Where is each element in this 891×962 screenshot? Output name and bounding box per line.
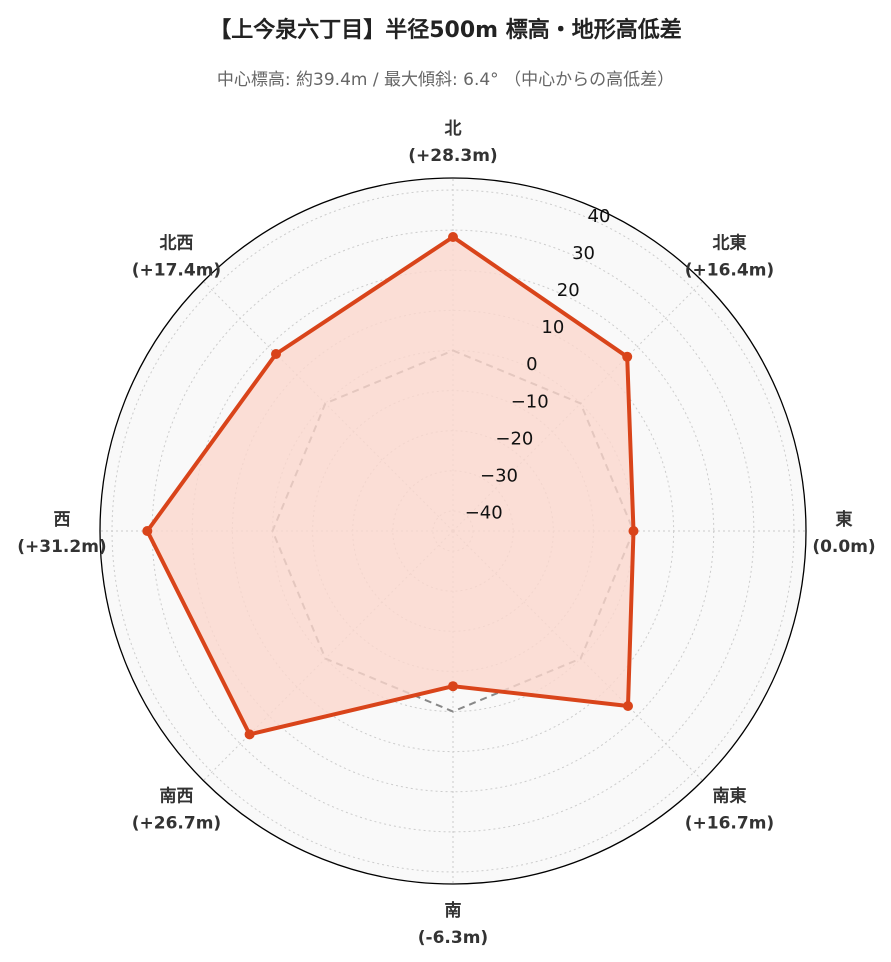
chart-title: 【上今泉六丁目】半径500m 標高・地形高低差	[209, 18, 682, 43]
series-area	[147, 237, 634, 735]
radial-tick-label: 10	[541, 317, 564, 338]
radial-tick-label: 40	[588, 206, 611, 227]
direction-name: 北	[445, 119, 462, 139]
radial-tick-label: −10	[511, 391, 549, 412]
data-point	[448, 232, 458, 242]
direction-value: (+16.4m)	[685, 261, 774, 281]
direction-value: (+17.4m)	[132, 261, 221, 281]
direction-label: 北東 (+16.4m)	[685, 233, 774, 281]
radial-tick-label: 0	[526, 354, 537, 375]
radial-tick-label: −30	[480, 465, 518, 486]
radial-tick-label: 30	[572, 243, 595, 264]
direction-label: 西 (+31.2m)	[17, 510, 106, 557]
data-point	[622, 351, 633, 362]
direction-name: 北東	[713, 233, 747, 254]
direction-label: 南東 (+16.7m)	[685, 786, 774, 834]
radial-tick-label: 20	[557, 280, 580, 301]
radial-tick-label: −20	[495, 428, 533, 449]
direction-name: 東	[836, 509, 853, 530]
plot-boundary	[99, 177, 807, 885]
direction-value: (-6.3m)	[418, 928, 488, 948]
direction-value: (+28.3m)	[408, 146, 497, 166]
data-point	[244, 729, 255, 740]
direction-name: 南西	[160, 786, 194, 807]
data-point	[628, 526, 639, 536]
direction-label: 南西 (+26.7m)	[132, 786, 221, 834]
chart-subtitle: 中心標高: 約39.4m / 最大傾斜: 6.4° （中心からの高低差）	[216, 70, 675, 90]
data-point	[142, 526, 153, 536]
direction-label: 北西 (+17.4m)	[132, 234, 221, 281]
radial-tick-label: −40	[465, 503, 503, 524]
direction-name: 南	[445, 900, 462, 921]
direction-label: 北 (+28.3m)	[408, 119, 497, 166]
direction-value: (0.0m)	[812, 537, 875, 557]
direction-value: (+31.2m)	[17, 537, 106, 557]
data-point	[448, 681, 458, 692]
data-point	[623, 701, 633, 711]
direction-name: 西	[54, 510, 71, 530]
data-point	[271, 349, 281, 359]
direction-label: 東 (0.0m)	[812, 509, 875, 557]
direction-name: 北西	[160, 234, 194, 254]
direction-value: (+16.7m)	[685, 814, 774, 834]
direction-label: 南 (-6.3m)	[418, 900, 488, 948]
direction-value: (+26.7m)	[132, 814, 221, 834]
direction-name: 南東	[713, 786, 747, 807]
